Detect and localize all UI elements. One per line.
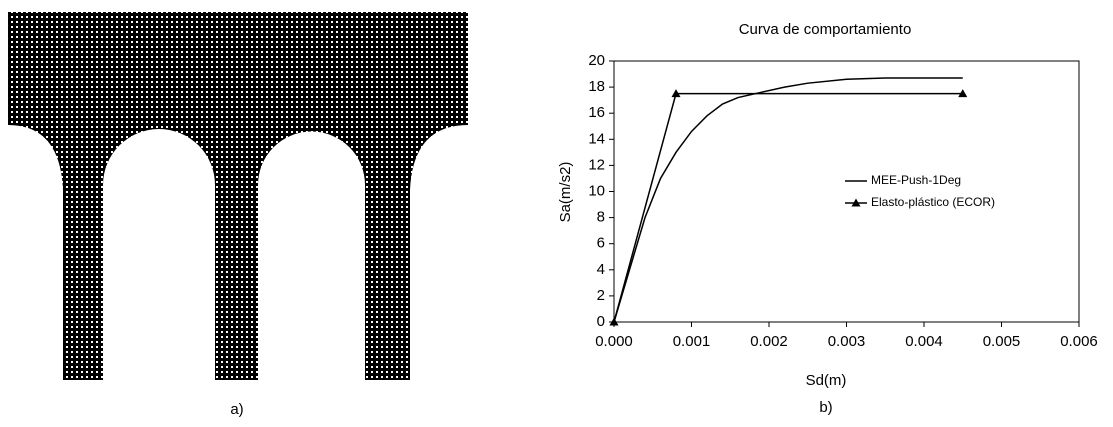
y-tick-label: 6 (597, 235, 605, 252)
legend-label: MEE-Push-1Deg (871, 173, 961, 187)
point-marker (958, 89, 968, 98)
opening (410, 125, 468, 380)
opening (8, 125, 63, 380)
x-tick-label: 0.002 (750, 333, 788, 350)
x-tick-label: 0.001 (673, 333, 711, 350)
y-tick-label: 20 (588, 52, 605, 69)
caption: b) (819, 399, 832, 416)
caption: a) (230, 401, 243, 418)
x-tick-label: 0.000 (595, 333, 633, 350)
x-tick-label: 0.004 (905, 333, 943, 350)
chart-title: Curva de comportamiento (739, 21, 912, 38)
y-tick-label: 18 (588, 78, 605, 95)
y-tick-label: 0 (597, 313, 605, 330)
y-tick-label: 14 (588, 130, 605, 147)
y-axis-label: Sa(m/s2) (557, 162, 574, 223)
x-tick-label: 0.005 (983, 333, 1021, 350)
opening (258, 131, 365, 380)
point-marker (671, 89, 681, 98)
x-axis-label: Sd(m) (806, 372, 847, 389)
mesh-body (8, 12, 468, 380)
y-tick-label: 12 (588, 156, 605, 173)
y-tick-label: 4 (597, 261, 605, 278)
mesh-drawing (8, 12, 468, 380)
x-tick-label: 0.003 (828, 333, 866, 350)
opening (103, 129, 215, 380)
y-tick-label: 2 (597, 287, 605, 304)
y-tick-label: 8 (597, 209, 605, 226)
x-tick-label: 0.006 (1060, 333, 1098, 350)
legend-marker (851, 198, 861, 207)
legend-label: Elasto-plástico (ECOR) (871, 195, 995, 209)
y-tick-label: 16 (588, 104, 605, 121)
plot-frame (613, 60, 1080, 323)
series-line (613, 77, 963, 323)
y-tick-label: 10 (588, 182, 605, 199)
point-marker (609, 317, 619, 326)
